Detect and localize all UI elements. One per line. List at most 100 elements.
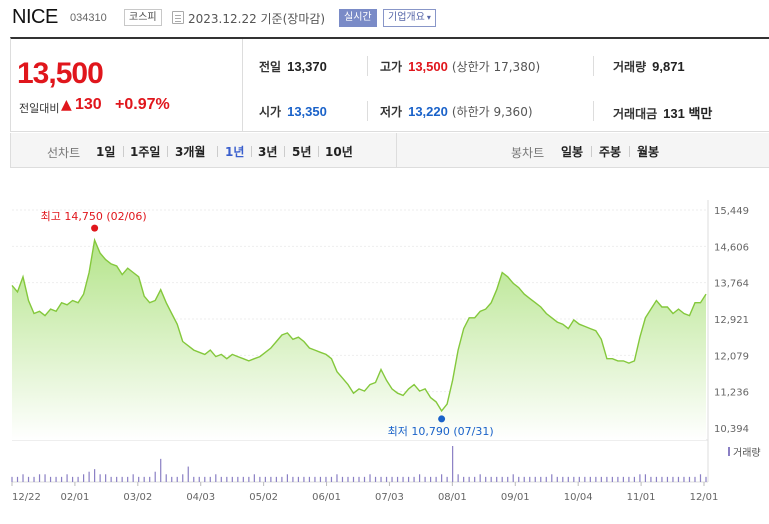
- divider: [284, 146, 285, 157]
- divider: [629, 146, 630, 157]
- volume-bar: [270, 476, 272, 482]
- period-1d[interactable]: 1일: [96, 145, 116, 159]
- divider: [396, 133, 397, 168]
- volume-bar: [215, 474, 217, 482]
- x-tick-label: 07/03: [375, 492, 404, 503]
- volume-bar: [319, 476, 322, 482]
- volume-bar: [336, 474, 338, 482]
- volume-bar: [545, 476, 547, 482]
- period-3y[interactable]: 3년: [258, 145, 278, 159]
- divider: [167, 146, 168, 157]
- volume-bar: [518, 476, 520, 482]
- x-tick-label: 03/02: [123, 492, 152, 503]
- volume-bar: [242, 476, 244, 482]
- volume-bar: [264, 476, 266, 482]
- stat-value: 13,500: [408, 59, 448, 74]
- candle-daily[interactable]: 일봉: [561, 145, 584, 159]
- period-3m[interactable]: 3개월: [175, 145, 206, 159]
- volume-bar: [474, 476, 476, 482]
- divider: [367, 56, 368, 76]
- volume-bar: [699, 474, 702, 482]
- volume-bar: [611, 476, 613, 482]
- volume-bar: [116, 476, 118, 482]
- volume-bar: [286, 474, 288, 482]
- volume-bar: [628, 476, 630, 482]
- company-overview-label: 기업개요: [388, 12, 425, 23]
- volume-bar: [308, 476, 311, 482]
- line-chart-label: 선차트: [47, 146, 81, 160]
- volume-bar: [534, 476, 536, 482]
- x-tick-label: 11/01: [627, 492, 656, 503]
- volume-bar: [248, 476, 250, 482]
- volume-bar: [314, 476, 316, 482]
- volume-bar: [644, 474, 647, 482]
- change-value: 130: [75, 96, 102, 113]
- min-annotation: 최저 10,790 (07/31): [388, 425, 494, 438]
- change-percent: +0.97%: [115, 96, 170, 113]
- stock-code: 034310: [70, 12, 107, 24]
- price-chart[interactable]: 15,449 14,606 13,764 12,921 12,079 11,236 10,3…: [0, 195, 769, 524]
- market-badge: 코스피: [124, 9, 162, 26]
- company-overview-button[interactable]: 기업개요 ▾: [383, 9, 436, 27]
- y-tick-label: 12,921: [714, 315, 749, 326]
- stat-high: 고가 13,500 (상한가 17,380): [380, 58, 540, 75]
- volume-bar: [468, 476, 470, 482]
- min-point: [438, 415, 446, 423]
- volume-bar: [77, 476, 79, 482]
- volume-bar: [490, 476, 492, 482]
- volume-bar: [154, 471, 156, 482]
- volume-bar: [430, 476, 432, 482]
- divider: [593, 56, 594, 76]
- volume-bar: [363, 476, 366, 482]
- volume-bar: [88, 471, 90, 482]
- volume-bar: [452, 446, 454, 482]
- x-tick-label: 05/02: [249, 492, 278, 503]
- volume-bar: [688, 476, 691, 482]
- stat-value: 13,370: [287, 59, 327, 74]
- volume-bar: [622, 476, 624, 482]
- volume-bar: [485, 476, 487, 482]
- period-1w[interactable]: 1주일: [130, 145, 161, 159]
- realtime-button[interactable]: 실시간: [339, 9, 377, 27]
- divider: [217, 146, 218, 157]
- volume-bar: [83, 474, 85, 482]
- candle-monthly[interactable]: 월봉: [637, 145, 660, 159]
- stat-volume: 거래량 9,871: [613, 58, 685, 75]
- period-10y[interactable]: 10년: [325, 145, 353, 159]
- volume-legend-swatch: [728, 447, 730, 456]
- volume-bar: [584, 476, 586, 482]
- stat-label: 고가: [380, 60, 403, 74]
- volume-bar: [578, 476, 580, 482]
- volume-bar: [683, 476, 685, 482]
- candle-chart-label: 봉차트: [511, 146, 545, 160]
- period-1y[interactable]: 1년: [225, 145, 245, 159]
- stat-open: 시가 13,350: [259, 103, 327, 120]
- volume-bar: [496, 476, 498, 482]
- volume-bar: [193, 476, 195, 482]
- period-5y[interactable]: 5년: [292, 145, 312, 159]
- candle-weekly[interactable]: 주봉: [599, 145, 622, 159]
- volume-bar: [204, 476, 206, 482]
- x-tick-label: 08/01: [438, 492, 467, 503]
- volume-bar: [501, 476, 503, 482]
- stat-prev-close: 전일 13,370: [259, 58, 327, 75]
- price-area: [12, 240, 706, 440]
- volume-bar: [424, 476, 426, 482]
- volume-bar: [523, 476, 525, 482]
- volume-bar: [143, 476, 145, 482]
- y-tick-label: 11,236: [714, 388, 749, 399]
- volume-bar: [446, 476, 448, 482]
- volume-bar: [171, 476, 173, 482]
- divider: [591, 146, 592, 157]
- volume-bar: [165, 474, 167, 482]
- y-axis-labels: 15,449 14,606 13,764 12,921 12,079 11,236 10,3…: [714, 206, 749, 435]
- volume-bar: [292, 476, 294, 482]
- date-text: 2023.12.22 기준(장마감): [188, 12, 326, 26]
- volume-bar: [297, 476, 300, 482]
- volume-bar: [418, 474, 421, 482]
- volume-bar: [237, 476, 239, 482]
- volume-bar: [562, 476, 564, 482]
- volume-bar: [33, 476, 35, 482]
- volume-bar: [666, 476, 669, 482]
- volume-bar: [402, 476, 404, 482]
